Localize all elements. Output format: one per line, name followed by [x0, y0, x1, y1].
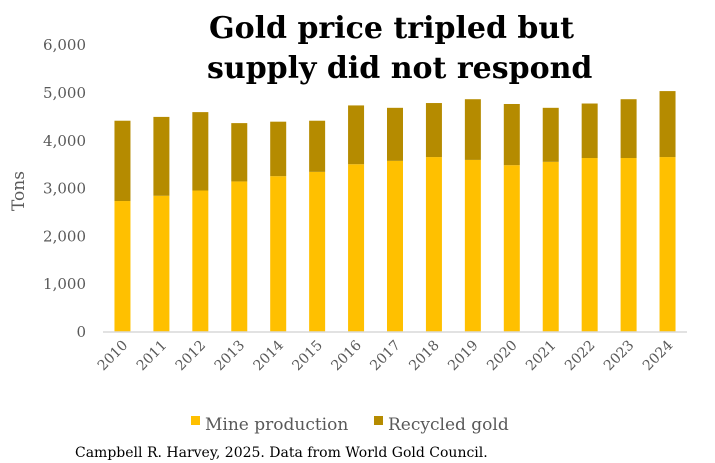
- x-tick-label: 2018: [406, 338, 443, 375]
- bar-mine-production-2011: [153, 195, 170, 332]
- bar-mine-production-2016: [348, 164, 365, 332]
- bar-mine-production-2018: [425, 157, 442, 332]
- legend: Mine production Recycled gold: [191, 415, 509, 435]
- x-tick-label: 2017: [367, 338, 404, 375]
- bar-recycled-gold-2011: [153, 116, 170, 196]
- bar-recycled-gold-2012: [192, 112, 209, 191]
- bar-mine-production-2017: [387, 160, 403, 332]
- y-tick-label: 4,000: [43, 132, 86, 150]
- bar-mine-production-2015: [309, 171, 326, 332]
- bar-recycled-gold-2020: [503, 103, 520, 166]
- x-tick-label: 2011: [134, 338, 171, 375]
- chart-title: Gold price tripled but supply did not re…: [207, 11, 592, 86]
- x-axis-ticks: 2010 2011 2012 2013 2014 2015 2016 2017 2018 2019…: [95, 337, 677, 374]
- title-line-1: Gold price tripled but: [209, 11, 574, 46]
- bar-recycled-gold-2023: [620, 99, 637, 159]
- legend-label-recycled-gold: Recycled gold: [388, 415, 509, 435]
- x-tick-label: 2016: [328, 337, 365, 374]
- x-tick-label: 2022: [562, 338, 599, 375]
- x-tick-label: 2021: [523, 338, 560, 375]
- bar-mine-production-2024: [659, 157, 676, 332]
- bar-recycled-gold-2015: [309, 120, 326, 172]
- bar-mine-production-2020: [503, 165, 520, 332]
- legend-swatch-recycled-gold: [374, 416, 383, 425]
- x-tick-label: 2015: [289, 338, 326, 375]
- y-tick-label: 3,000: [43, 180, 86, 198]
- bar-mine-production-2019: [464, 159, 481, 332]
- bar-recycled-gold-2024: [659, 91, 676, 158]
- bar-recycled-gold-2014: [270, 121, 287, 177]
- bar-recycled-gold-2018: [425, 103, 442, 158]
- x-tick-label: 2019: [445, 338, 482, 375]
- bar-recycled-gold-2019: [464, 99, 481, 160]
- y-tick-label: 0: [76, 323, 86, 341]
- x-tick-label: 2020: [484, 338, 521, 375]
- y-tick-label: 2,000: [43, 227, 86, 245]
- bar-recycled-gold-2022: [581, 103, 598, 159]
- bar-recycled-gold-2010: [114, 120, 131, 202]
- bar-mine-production-2014: [270, 176, 287, 332]
- bar-mine-production-2022: [581, 158, 598, 332]
- y-tick-label: 6,000: [43, 36, 86, 54]
- x-tick-label: 2023: [601, 338, 638, 375]
- source-caption: Campbell R. Harvey, 2025. Data from Worl…: [75, 445, 488, 461]
- title-line-2: supply did not respond: [207, 51, 592, 86]
- bar-recycled-gold-2013: [231, 123, 248, 182]
- x-tick-label: 2014: [251, 337, 288, 374]
- x-tick-label: 2012: [173, 338, 210, 375]
- bar-mine-production-2023: [620, 158, 637, 332]
- bar-recycled-gold-2016: [348, 105, 365, 165]
- x-tick-label: 2013: [212, 338, 249, 375]
- legend-swatch-mine-production: [191, 416, 200, 425]
- y-axis-label: Tons: [9, 171, 29, 211]
- x-tick-label: 2024: [640, 337, 677, 374]
- bar-mine-production-2013: [231, 181, 248, 332]
- bar-mine-production-2010: [114, 201, 131, 332]
- x-tick-label: 2010: [95, 338, 132, 375]
- bar-recycled-gold-2017: [387, 107, 403, 161]
- bar-mine-production-2021: [542, 161, 559, 332]
- bars: [114, 91, 676, 332]
- bar-mine-production-2012: [192, 190, 209, 332]
- legend-label-mine-production: Mine production: [205, 415, 348, 435]
- y-axis-ticks: 0 1,000 2,000 3,000 4,000 5,000 6,000: [43, 36, 86, 341]
- y-tick-label: 1,000: [43, 275, 86, 293]
- y-tick-label: 5,000: [43, 84, 86, 102]
- bar-recycled-gold-2021: [542, 107, 559, 162]
